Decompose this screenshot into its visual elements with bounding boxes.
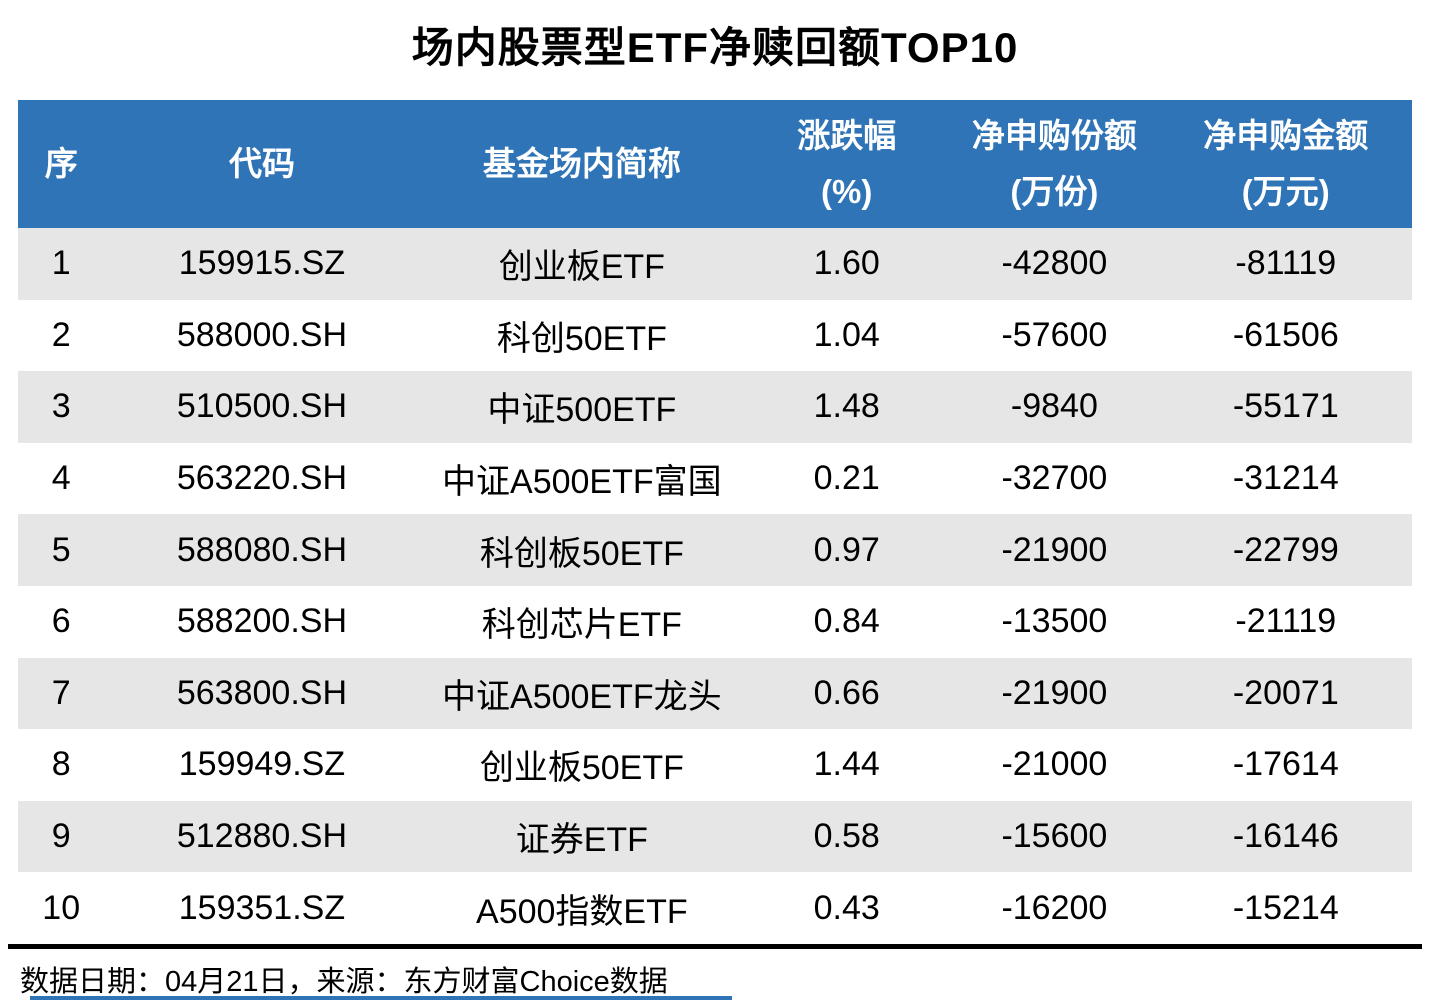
table-cell-chg: 1.48 — [813, 387, 880, 426]
table-row: 7 563800.SH 中证A500ETF龙头 0.66 -21900 -20071 — [18, 657, 1412, 730]
table-cell-chg: 0.43 — [813, 888, 880, 927]
table-cell-rank: 2 — [51, 315, 71, 354]
table-cell-rank: 1 — [51, 244, 71, 283]
column-header-label: 净申购金额 — [1203, 116, 1369, 154]
table-row: 8 159949.SZ 创业板50ETF 1.44 -21000 -17614 — [18, 729, 1412, 801]
table-cell-shares: -21900 — [1001, 673, 1108, 712]
page-title: 场内股票型ETF净赎回额TOP10 — [411, 24, 1019, 71]
table-body: 1 159915.SZ 创业板ETF 1.60 -42800 -81119 2 588000.… — [18, 228, 1412, 944]
column-header-code: 代码 — [104, 100, 419, 228]
column-header-sub: (%) — [821, 173, 873, 210]
table-cell-code: 159915.SZ — [178, 244, 346, 283]
table-cell-name: 中证500ETF — [487, 391, 677, 430]
table-cell-chg: 1.04 — [813, 315, 880, 354]
table-row: 9 512880.SH 证券ETF 0.58 -15600 -16146 — [18, 800, 1412, 873]
table-row: 4 563220.SH 中证A500ETF富国 0.21 -32700 -31214 — [18, 443, 1412, 515]
table-cell-shares: -57600 — [1001, 315, 1108, 354]
table-cell-chg: 0.66 — [813, 673, 880, 712]
table-cell-code: 159351.SZ — [178, 888, 346, 927]
table-cell-name: A500指数ETF — [476, 892, 688, 931]
table-cell-code: 563800.SH — [176, 673, 347, 712]
table-cell-amount: -16146 — [1232, 817, 1339, 856]
table-cell-code: 510500.SH — [176, 387, 347, 426]
table-cell-name: 证券ETF — [515, 821, 648, 860]
table-cell-amount: -61506 — [1232, 315, 1339, 354]
table-cell-rank: 7 — [51, 673, 71, 712]
table-cell-name: 科创板50ETF — [479, 534, 684, 573]
table-row: 5 588080.SH 科创板50ETF 0.97 -21900 -22799 — [18, 514, 1412, 586]
table-cell-amount: -15214 — [1232, 888, 1339, 927]
table-cell-code: 159949.SZ — [178, 745, 346, 784]
column-header-label: 基金场内简称 — [482, 144, 681, 182]
table-cell-name: 创业板ETF — [498, 248, 665, 287]
table-cell-shares: -9840 — [1010, 387, 1098, 426]
column-header-sub: (万元) — [1241, 173, 1330, 210]
table-cell-shares: -21900 — [1001, 530, 1108, 569]
table-cell-name: 创业板50ETF — [479, 749, 684, 788]
table-cell-chg: 1.60 — [813, 244, 880, 283]
etf-table: 序 代码 基金场内简称 涨跌幅 (%) 净申购份额 (万份) 净申购金额 (万元… — [18, 100, 1412, 944]
table-cell-name: 科创50ETF — [496, 319, 667, 358]
source-note: 数据日期：04月21日，来源：东方财富Choice数据 — [20, 965, 668, 998]
footer-divider — [8, 943, 1422, 949]
column-header-label: 代码 — [228, 144, 295, 182]
table-cell-chg: 0.58 — [813, 817, 880, 856]
table-row: 1 159915.SZ 创业板ETF 1.60 -42800 -81119 — [18, 228, 1412, 300]
column-header-label: 净申购份额 — [971, 116, 1137, 154]
table-row: 3 510500.SH 中证500ETF 1.48 -9840 -55171 — [18, 371, 1412, 443]
table-cell-shares: -21000 — [1001, 745, 1108, 784]
column-header-change: 涨跌幅 (%) — [744, 100, 949, 228]
table-cell-rank: 9 — [51, 817, 71, 856]
column-header-net-shares: 净申购份额 (万份) — [949, 100, 1159, 228]
table-cell-rank: 4 — [51, 459, 71, 498]
table-cell-amount: -55171 — [1232, 387, 1339, 426]
table-cell-chg: 1.44 — [813, 745, 880, 784]
table-cell-rank: 3 — [51, 387, 71, 426]
table-cell-amount: -22799 — [1232, 530, 1339, 569]
table-row: 10 159351.SZ A500指数ETF 0.43 -16200 -15214 — [18, 872, 1412, 944]
column-header-net-amount: 净申购金额 (万元) — [1160, 100, 1412, 228]
table-cell-code: 588200.SH — [176, 602, 347, 641]
table-header-row: 序 代码 基金场内简称 涨跌幅 (%) 净申购份额 (万份) 净申购金额 (万元… — [18, 100, 1412, 228]
table-cell-code: 563220.SH — [176, 459, 347, 498]
table-cell-rank: 5 — [51, 530, 71, 569]
table-cell-shares: -16200 — [1001, 888, 1108, 927]
table-cell-name: 科创芯片ETF — [481, 606, 682, 645]
table-cell-shares: -15600 — [1001, 817, 1108, 856]
table-cell-code: 588080.SH — [176, 530, 347, 569]
table-cell-chg: 0.84 — [813, 602, 880, 641]
table-cell-code: 512880.SH — [176, 817, 347, 856]
table-cell-name: 中证A500ETF龙头 — [442, 677, 722, 716]
column-header-sub: (万份) — [1010, 173, 1099, 210]
table-cell-rank: 8 — [51, 745, 71, 784]
table-cell-amount: -17614 — [1232, 745, 1339, 784]
column-header-name: 基金场内简称 — [419, 100, 744, 228]
table-cell-shares: -32700 — [1001, 459, 1108, 498]
table-cell-amount: -21119 — [1235, 602, 1337, 641]
table-cell-chg: 0.97 — [813, 530, 880, 569]
table-cell-rank: 10 — [42, 888, 81, 927]
table-cell-chg: 0.21 — [813, 459, 880, 498]
table-cell-amount: -20071 — [1232, 673, 1339, 712]
bottom-accent-line — [30, 996, 732, 1000]
table-row: 2 588000.SH 科创50ETF 1.04 -57600 -61506 — [18, 300, 1412, 372]
table-cell-amount: -31214 — [1232, 459, 1339, 498]
table-cell-amount: -81119 — [1235, 244, 1337, 283]
table-row: 6 588200.SH 科创芯片ETF 0.84 -13500 -21119 — [18, 586, 1412, 658]
table-cell-shares: -42800 — [1001, 244, 1108, 283]
table-cell-name: 中证A500ETF富国 — [442, 463, 722, 502]
table-cell-shares: -13500 — [1001, 602, 1108, 641]
column-header-label: 序 — [44, 144, 78, 182]
table-cell-rank: 6 — [51, 602, 71, 641]
column-header-label: 涨跌幅 — [797, 116, 897, 154]
table-cell-code: 588000.SH — [176, 315, 347, 354]
column-header-rank: 序 — [18, 100, 104, 228]
